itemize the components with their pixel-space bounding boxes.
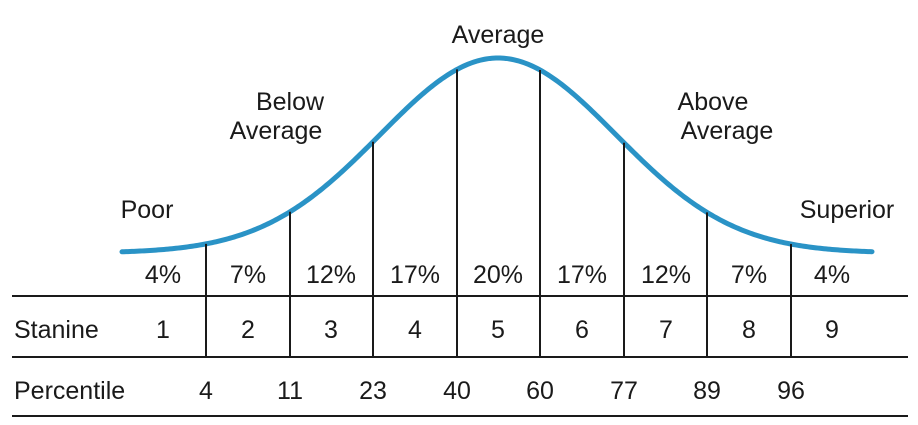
percentile-value: 89 [693,377,721,405]
percent-label: 4% [814,261,850,289]
stanine-value: 8 [742,316,756,344]
label-superior: Superior [800,196,895,224]
stanine-value: 7 [659,316,673,344]
label-below-average-line2: Average [230,117,323,145]
percentile-value: 40 [443,377,471,405]
stanine-value: 5 [491,316,505,344]
stanine-value: 9 [825,316,839,344]
label-below-average-line1: Below [256,88,325,116]
label-average: Average [452,21,545,49]
percentile-value: 60 [526,377,554,405]
percent-label: 7% [731,261,767,289]
stanine-row: 1 2 3 4 5 6 7 8 9 [156,316,839,344]
percentile-row: 4 11 23 40 60 77 89 96 [199,377,805,405]
bell-curve [119,55,875,255]
percentile-row-label: Percentile [14,377,125,405]
stanine-dividers [205,69,792,357]
percent-row: 4% 7% 12% 17% 20% 17% 12% 7% 4% [145,261,850,289]
stanine-value: 3 [324,316,338,344]
stanine-row-label: Stanine [14,316,99,344]
stanine-value: 1 [156,316,170,344]
percent-label: 4% [145,261,181,289]
label-poor: Poor [121,196,174,224]
stanine-value: 2 [241,316,255,344]
percentile-value: 11 [277,377,303,405]
percent-label: 17% [390,261,440,289]
percent-label: 12% [306,261,356,289]
percent-label: 17% [557,261,607,289]
stanine-value: 4 [408,316,422,344]
percentile-value: 96 [777,377,805,405]
percentile-value: 4 [199,377,213,405]
percent-label: 7% [230,261,266,289]
percentile-value: 23 [359,377,387,405]
stanine-value: 6 [575,316,589,344]
label-above-average-line1: Above [678,88,749,116]
percent-label: 12% [641,261,691,289]
percentile-value: 77 [610,377,638,405]
percent-label: 20% [473,261,523,289]
label-above-average-line2: Average [681,117,774,145]
